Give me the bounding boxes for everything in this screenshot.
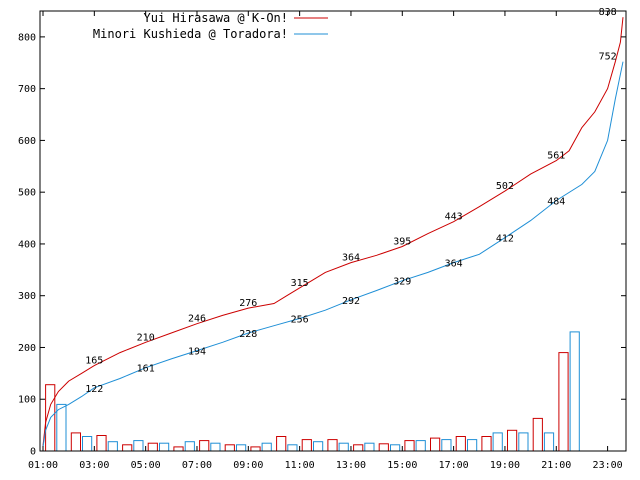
data-label-minori-5: 292 (342, 296, 360, 307)
data-label-yui-2: 246 (188, 314, 206, 325)
legend-label-yui: Yui Hirasawa @ K-On! (144, 11, 289, 25)
data-label-yui-4: 315 (291, 278, 309, 289)
data-labels-layer: 1652102462763153643954435025617528381221… (85, 7, 616, 395)
x-tick-label-1: 03:00 (79, 460, 109, 471)
data-label-yui-8: 502 (496, 181, 514, 192)
data-label-minori-1: 161 (137, 364, 155, 375)
data-label-yui-0: 165 (85, 356, 103, 367)
data-label-minori-6: 329 (393, 277, 411, 288)
data-label-minori-0: 122 (85, 384, 103, 395)
y-tick-label-1: 100 (18, 395, 36, 406)
y-tick-label-4: 400 (18, 239, 36, 250)
y-tick-label-0: 0 (30, 447, 36, 458)
data-label-minori-3: 228 (239, 329, 257, 340)
data-label-yui-9: 561 (547, 151, 565, 162)
y-tick-label-7: 700 (18, 84, 36, 95)
y-tick-label-2: 200 (18, 343, 36, 354)
x-tick-label-6: 13:00 (336, 460, 366, 471)
legend: Yui Hirasawa @ K-On! Minori Kushieda @ To… (93, 11, 328, 41)
data-label-minori-2: 194 (188, 347, 206, 358)
data-label-yui-3: 276 (239, 298, 257, 309)
data-label-yui-5: 364 (342, 253, 360, 264)
x-tick-label-10: 21:00 (541, 460, 571, 471)
data-label-yui-6: 395 (393, 237, 411, 248)
plot-frame (39, 10, 627, 452)
data-label-minori-9: 484 (547, 197, 565, 208)
x-tick-label-2: 05:00 (131, 460, 161, 471)
y-tick-label-5: 500 (18, 188, 36, 199)
x-tick-label-5: 11:00 (285, 460, 315, 471)
axis-layer: 0 100 200 300 400 500 600 700 800 01:00 03:00 05:00… (18, 11, 626, 471)
data-label-yui-1: 210 (137, 332, 155, 343)
y-tick-label-8: 800 (18, 32, 36, 43)
data-label-minori-8: 412 (496, 234, 514, 245)
x-tick-label-4: 09:00 (233, 460, 263, 471)
series-line-minori (42, 61, 624, 447)
x-tick-label-0: 01:00 (28, 460, 58, 471)
x-tick-label-8: 17:00 (439, 460, 469, 471)
legend-label-minori: Minori Kushieda @ Toradora! (93, 27, 288, 41)
x-tick-label-9: 19:00 (490, 460, 520, 471)
data-label-yui-7: 443 (445, 212, 463, 223)
lines-layer (42, 17, 624, 447)
x-tick-label-3: 07:00 (182, 460, 212, 471)
data-label-minori-7: 364 (445, 259, 463, 270)
series-line-yui (42, 17, 624, 446)
data-label-minori-4: 256 (291, 315, 309, 326)
x-tick-label-7: 15:00 (387, 460, 417, 471)
y-tick-label-3: 300 (18, 291, 36, 302)
y-tick-label-6: 600 (18, 136, 36, 147)
data-label-yui-10: 752 (599, 52, 617, 63)
x-tick-label-11: 23:00 (593, 460, 623, 471)
